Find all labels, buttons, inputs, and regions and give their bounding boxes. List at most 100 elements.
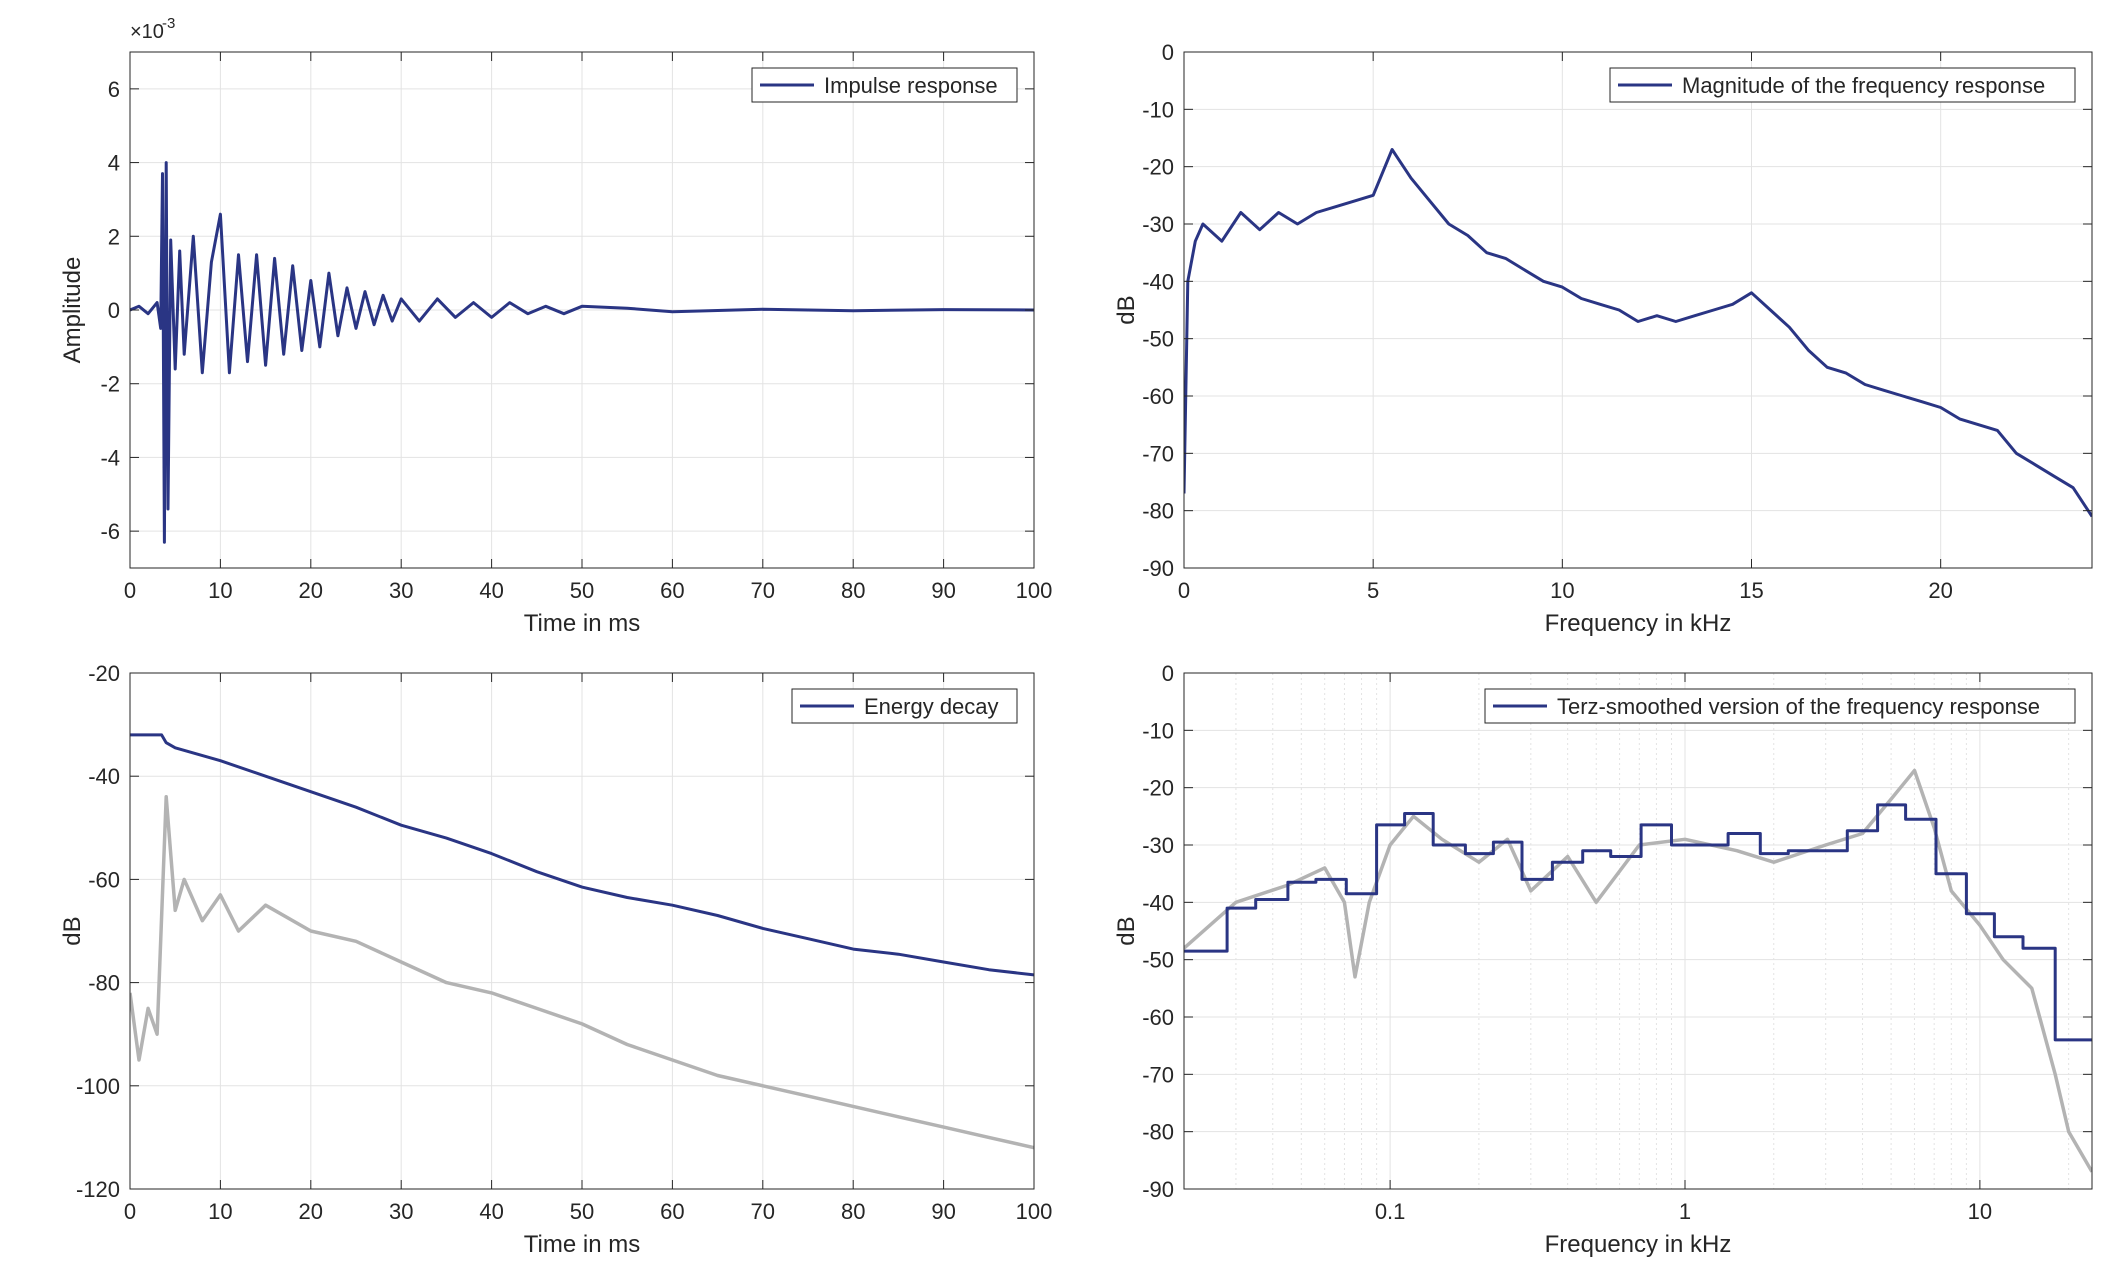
energy-y-tick-label: -60 xyxy=(88,867,120,892)
energy-x-tick-label: 20 xyxy=(299,1199,323,1224)
terz-smoothed-panel: 0.1 1 10 0 -10 -20 -30 -40 -50 -60 -70 -80 -90 Freque… xyxy=(1113,661,2093,1258)
impulse-x-tick-label: 50 xyxy=(570,578,594,603)
energy-ticks: 0 10 20 30 40 50 60 70 80 90 100 -20 -40 -60 -80 -100 -1… xyxy=(76,661,1052,1224)
impulse-y-tick-label: 2 xyxy=(108,224,120,249)
frequency-x-axis-label: Frequency in kHz xyxy=(1545,610,1732,637)
frequency-axes-frame xyxy=(1183,51,2093,569)
energy-series-line xyxy=(130,733,1034,977)
energy-y-tick-label: -40 xyxy=(88,764,120,789)
terz-x-tick-label: 10 xyxy=(1968,1199,1992,1224)
terz-y-tick-label: -20 xyxy=(1142,776,1174,801)
impulse-x-tick-label: 100 xyxy=(1016,578,1053,603)
terz-y-tick-label: -60 xyxy=(1142,1005,1174,1030)
frequency-y-tick-label: -30 xyxy=(1142,212,1174,237)
energy-x-axis-label: Time in ms xyxy=(524,1231,640,1258)
energy-x-tick-label: 0 xyxy=(124,1199,136,1224)
terz-y-tick-label: -40 xyxy=(1142,890,1174,915)
frequency-y-tick-label: -10 xyxy=(1142,97,1174,122)
terz-series-line xyxy=(1184,803,2092,1042)
energy-x-tick-label: 100 xyxy=(1016,1199,1053,1224)
frequency-ticks: 0 5 10 15 20 0 -10 -20 -30 -40 -50 -60 -70 -80 -90 xyxy=(1142,40,2092,603)
energy-legend-label: Energy decay xyxy=(864,694,999,719)
terz-y-tick-label: -50 xyxy=(1142,948,1174,973)
frequency-response-panel: 0 5 10 15 20 0 -10 -20 -30 -40 -50 -60 -70 -80 -90 Freq… xyxy=(1113,40,2093,637)
terz-legend-box xyxy=(1484,688,2076,724)
frequency-legend-box xyxy=(1609,67,2076,103)
impulse-response-panel: 0 10 20 30 40 50 60 70 80 90 100 -6 -4 -2 0 2 4 6 Time in … xyxy=(59,15,1052,637)
energy-y-tick-label: -80 xyxy=(88,971,120,996)
terz-ticks: 0.1 1 10 0 -10 -20 -30 -40 -50 -60 -70 -80 -90 xyxy=(1142,661,2092,1224)
energy-decay-panel: 0 10 20 30 40 50 60 70 80 90 100 -20 -40 -60 -80 -100 -1… xyxy=(59,661,1052,1258)
frequency-y-axis-label: dB xyxy=(1113,295,1140,324)
terz-y-tick-label: -90 xyxy=(1142,1177,1174,1202)
impulse-x-tick-label: 20 xyxy=(299,578,323,603)
impulse-legend-label: Impulse response xyxy=(824,73,998,98)
energy-x-tick-label: 40 xyxy=(479,1199,503,1224)
energy-background-series-line xyxy=(130,795,1034,1150)
terz-axes-frame xyxy=(1183,672,2093,1190)
frequency-y-tick-label: -60 xyxy=(1142,384,1174,409)
impulse-y-tick-label: -4 xyxy=(100,445,120,470)
terz-background-series-line xyxy=(1184,768,2092,1173)
frequency-legend-label: Magnitude of the frequency response xyxy=(1682,73,2045,98)
energy-x-tick-label: 70 xyxy=(751,1199,775,1224)
impulse-y-tick-label: 4 xyxy=(108,151,120,176)
energy-y-axis-label: dB xyxy=(59,916,86,945)
terz-x-tick-label: 0.1 xyxy=(1375,1199,1406,1224)
frequency-y-tick-label: -80 xyxy=(1142,499,1174,524)
energy-x-tick-label: 80 xyxy=(841,1199,865,1224)
impulse-x-tick-label: 10 xyxy=(208,578,232,603)
impulse-exponent-label: ×10 xyxy=(130,21,164,43)
frequency-legend: Magnitude of the frequency response xyxy=(1609,67,2076,103)
frequency-y-tick-label: -90 xyxy=(1142,556,1174,581)
impulse-x-axis-label: Time in ms xyxy=(524,610,640,637)
impulse-x-tick-label: 90 xyxy=(931,578,955,603)
impulse-x-tick-label: 40 xyxy=(479,578,503,603)
terz-y-axis-label: dB xyxy=(1113,916,1140,945)
impulse-y-tick-label: -2 xyxy=(100,372,120,397)
energy-x-tick-label: 60 xyxy=(660,1199,684,1224)
impulse-series-line xyxy=(130,161,1034,544)
frequency-x-tick-label: 0 xyxy=(1178,578,1190,603)
frequency-x-tick-label: 5 xyxy=(1367,578,1379,603)
frequency-y-tick-label: -70 xyxy=(1142,441,1174,466)
impulse-legend: Impulse response xyxy=(751,67,1018,103)
frequency-plot-area xyxy=(1184,52,2092,568)
terz-y-tick-label: -70 xyxy=(1142,1062,1174,1087)
impulse-x-tick-label: 0 xyxy=(124,578,136,603)
terz-legend-label: Terz-smoothed version of the frequency r… xyxy=(1557,694,2040,719)
frequency-series-line xyxy=(1184,148,2092,518)
terz-x-tick-label: 1 xyxy=(1679,1199,1691,1224)
terz-y-tick-label: -80 xyxy=(1142,1120,1174,1145)
impulse-x-tick-label: 80 xyxy=(841,578,865,603)
energy-y-tick-label: -20 xyxy=(88,661,120,686)
terz-y-tick-label: 0 xyxy=(1162,661,1174,686)
impulse-x-tick-label: 60 xyxy=(660,578,684,603)
energy-x-tick-label: 10 xyxy=(208,1199,232,1224)
energy-x-tick-label: 50 xyxy=(570,1199,594,1224)
frequency-x-tick-label: 15 xyxy=(1739,578,1763,603)
frequency-y-tick-label: -50 xyxy=(1142,327,1174,352)
frequency-y-tick-label: 0 xyxy=(1162,40,1174,65)
terz-plot-area xyxy=(1184,673,2092,1189)
frequency-y-tick-label: -20 xyxy=(1142,155,1174,180)
impulse-y-tick-label: -6 xyxy=(100,519,120,544)
frequency-x-tick-label: 20 xyxy=(1928,578,1952,603)
energy-y-tick-label: -120 xyxy=(76,1177,120,1202)
energy-legend: Energy decay xyxy=(791,688,1018,724)
energy-x-tick-label: 30 xyxy=(389,1199,413,1224)
impulse-ticks: 0 10 20 30 40 50 60 70 80 90 100 -6 -4 -2 0 2 4 6 xyxy=(100,52,1052,603)
impulse-x-tick-label: 70 xyxy=(751,578,775,603)
frequency-x-tick-label: 10 xyxy=(1550,578,1574,603)
terz-x-axis-label: Frequency in kHz xyxy=(1545,1231,1732,1258)
energy-x-tick-label: 90 xyxy=(931,1199,955,1224)
terz-y-tick-label: -10 xyxy=(1142,718,1174,743)
impulse-exponent-power: -3 xyxy=(162,15,175,32)
energy-y-tick-label: -100 xyxy=(76,1074,120,1099)
impulse-y-tick-label: 6 xyxy=(108,77,120,102)
impulse-y-axis-label: Amplitude xyxy=(59,257,86,364)
frequency-y-tick-label: -40 xyxy=(1142,269,1174,294)
terz-legend: Terz-smoothed version of the frequency r… xyxy=(1484,688,2076,724)
terz-y-tick-label: -30 xyxy=(1142,833,1174,858)
